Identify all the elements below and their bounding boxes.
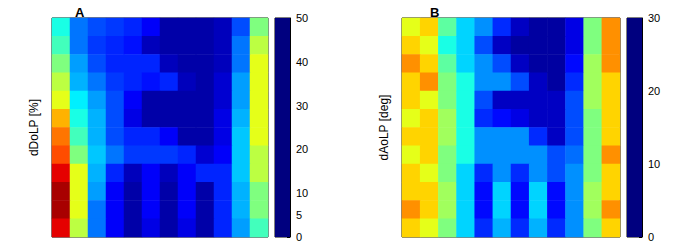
svg-text:B: B [430,5,439,20]
svg-text:10: 10 [648,158,660,170]
svg-text:dDoLP [%]: dDoLP [%] [27,99,41,156]
svg-text:0: 0 [296,231,302,243]
svg-text:20: 20 [296,143,308,155]
svg-text:A: A [75,5,85,20]
svg-text:30: 30 [296,100,308,112]
svg-text:40: 40 [296,56,308,68]
svg-text:dAoLP [deg]: dAoLP [deg] [377,95,391,161]
svg-text:50: 50 [296,12,308,24]
svg-text:30: 30 [648,12,660,24]
svg-text:20: 20 [648,85,660,97]
svg-text:10: 10 [296,187,308,199]
svg-text:0: 0 [648,231,654,243]
svg-text:5: 5 [296,209,302,221]
